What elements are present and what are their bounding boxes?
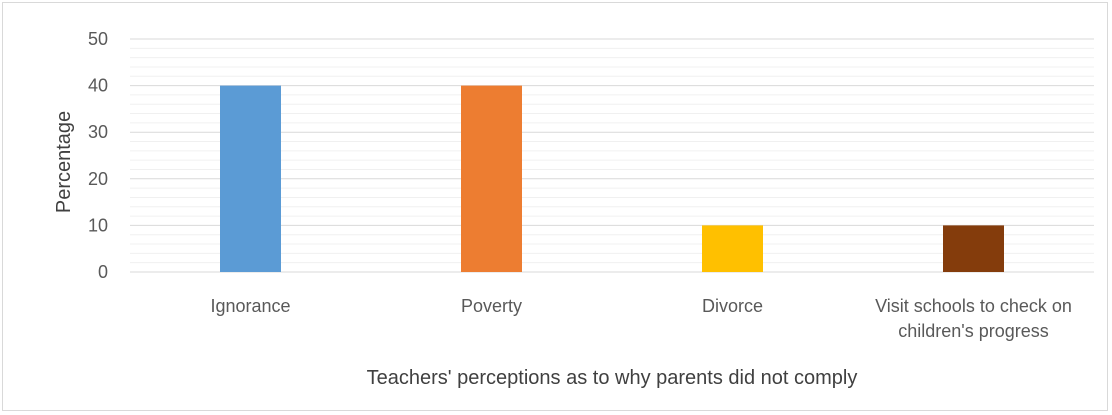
y-tick-label: 50 xyxy=(88,29,108,49)
y-tick-label: 40 xyxy=(88,76,108,96)
x-tick-label: Poverty xyxy=(461,296,522,316)
bar xyxy=(461,85,522,272)
y-tick-label: 20 xyxy=(88,169,108,189)
y-tick-label: 10 xyxy=(88,215,108,235)
x-tick-label: Divorce xyxy=(702,296,763,316)
bar xyxy=(220,85,281,272)
bar xyxy=(943,225,1004,272)
x-tick-label: Visit schools to check on xyxy=(875,296,1072,316)
y-axis-ticks: 0 10 20 30 40 50 xyxy=(88,29,108,282)
x-axis-tick-labels: Ignorance Poverty Divorce Visit schools to … xyxy=(210,296,1071,341)
bar xyxy=(702,225,763,272)
minor-gridlines xyxy=(130,47,1094,264)
x-tick-label: children's progress xyxy=(898,321,1049,341)
x-axis-title: Teachers' perceptions as to why parents … xyxy=(367,367,858,389)
y-axis-title: Percentage xyxy=(53,111,75,213)
bars xyxy=(220,85,1004,272)
y-tick-label: 30 xyxy=(88,122,108,142)
y-tick-label: 0 xyxy=(98,262,108,282)
x-tick-label: Ignorance xyxy=(210,296,290,316)
major-gridlines xyxy=(130,38,1094,226)
